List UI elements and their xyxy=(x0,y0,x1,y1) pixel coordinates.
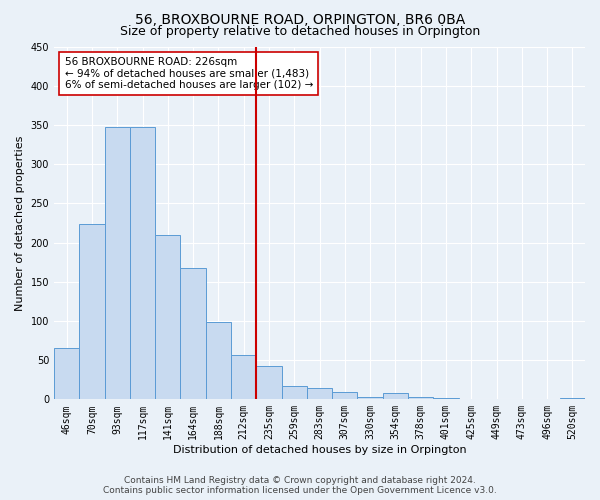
Bar xyxy=(231,354,256,400)
Text: Size of property relative to detached houses in Orpington: Size of property relative to detached ho… xyxy=(120,25,480,38)
Text: 56 BROXBOURNE ROAD: 226sqm
← 94% of detached houses are smaller (1,483)
6% of se: 56 BROXBOURNE ROAD: 226sqm ← 94% of deta… xyxy=(65,57,313,90)
Bar xyxy=(104,128,130,400)
Text: 56, BROXBOURNE ROAD, ORPINGTON, BR6 0BA: 56, BROXBOURNE ROAD, ORPINGTON, BR6 0BA xyxy=(135,12,465,26)
Bar xyxy=(383,393,408,400)
Bar xyxy=(181,268,206,400)
Bar xyxy=(206,322,231,400)
Bar xyxy=(130,128,155,400)
Bar xyxy=(332,392,358,400)
Bar xyxy=(256,366,281,400)
Bar xyxy=(155,236,181,400)
Bar xyxy=(79,224,104,400)
Bar xyxy=(433,398,458,400)
Text: Contains HM Land Registry data © Crown copyright and database right 2024.
Contai: Contains HM Land Registry data © Crown c… xyxy=(103,476,497,495)
Bar xyxy=(281,386,307,400)
Y-axis label: Number of detached properties: Number of detached properties xyxy=(15,135,25,310)
Bar xyxy=(54,348,79,400)
Bar xyxy=(358,397,383,400)
Bar xyxy=(560,398,585,400)
Bar xyxy=(307,388,332,400)
Bar xyxy=(458,398,484,400)
X-axis label: Distribution of detached houses by size in Orpington: Distribution of detached houses by size … xyxy=(173,445,466,455)
Bar xyxy=(408,397,433,400)
